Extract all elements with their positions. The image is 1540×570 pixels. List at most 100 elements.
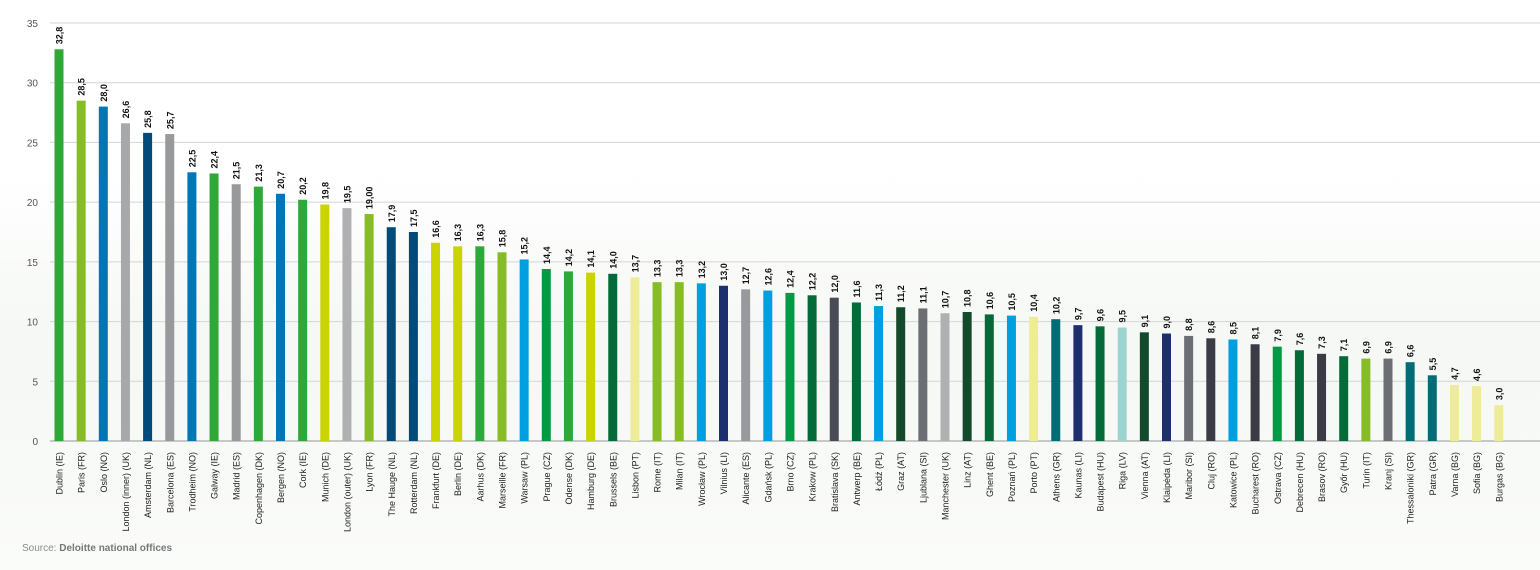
category-label: Hamburg (DE) (586, 452, 596, 510)
category-label: Bratislava (SK) (830, 452, 840, 512)
category-label: London (inner) (UK) (121, 452, 131, 532)
y-tick-label: 10 (27, 318, 39, 329)
category-label: Rome (IT) (653, 452, 663, 493)
category-label: Klaipėda (LI) (1162, 452, 1172, 503)
bar (763, 290, 773, 441)
value-label: 13,3 (653, 260, 663, 278)
category-label: Krakow (PL) (808, 452, 818, 502)
bar (1095, 326, 1105, 441)
category-label: Frankfurt (DE) (431, 452, 441, 509)
category-label: Łódź (PL) (874, 452, 884, 491)
category-label: Lyon (FR) (365, 452, 375, 492)
bar (1139, 332, 1149, 441)
category-label: Berlin (DE) (453, 452, 463, 496)
category-label: Ljublana (SI) (918, 452, 928, 503)
category-label: Marseille (FR) (498, 452, 508, 509)
value-label: 12,0 (830, 275, 840, 293)
bar (608, 273, 618, 441)
category-label: Amsterdam (NL) (143, 452, 153, 518)
y-tick-label: 5 (32, 377, 38, 388)
bar (785, 292, 795, 441)
value-label: 15,8 (498, 230, 508, 248)
source-prefix: Source: (22, 543, 57, 554)
category-label: The Hauge (NL) (387, 452, 397, 517)
value-label: 17,5 (409, 209, 419, 227)
bar (76, 100, 86, 441)
value-label: 14,2 (564, 249, 574, 267)
bar (1250, 344, 1260, 441)
value-label: 13,7 (630, 255, 640, 273)
category-label: Varna (BG) (1450, 452, 1460, 497)
category-label: Győr (HU) (1339, 452, 1349, 493)
value-label: 14,1 (586, 250, 596, 268)
category-label: Paris (FR) (77, 452, 87, 493)
value-label: 12,4 (785, 270, 795, 288)
value-label: 9,7 (1073, 308, 1083, 321)
category-label: Sofia (BG) (1472, 452, 1482, 494)
value-label: 14,0 (608, 251, 618, 269)
category-label: Oslo (NO) (99, 452, 109, 493)
category-label: Munich (DE) (320, 452, 330, 502)
bar (1449, 384, 1459, 441)
category-label: Antwerp (BE) (852, 452, 862, 506)
bar (320, 204, 330, 441)
category-label: Dublin (IE) (55, 452, 65, 495)
source-note: Source: Deloitte national offices (22, 543, 172, 554)
bar (519, 259, 529, 441)
bar (98, 106, 108, 441)
bar (431, 242, 441, 441)
category-label: Barcelona (ES) (165, 452, 175, 513)
value-label: 25,8 (143, 110, 153, 128)
bar (696, 283, 706, 441)
category-label: Aarhus (DK) (475, 452, 485, 502)
value-label: 7,9 (1273, 329, 1283, 342)
bar (1383, 358, 1393, 441)
bar (120, 123, 130, 441)
category-label: Bucharest (RO) (1251, 452, 1261, 515)
bar (1117, 327, 1127, 441)
bar (719, 285, 728, 441)
y-tick-label: 25 (27, 138, 39, 149)
category-label: Gdańsk (PL) (763, 452, 773, 503)
category-label: Maribor (SI) (1184, 452, 1194, 500)
bar (741, 289, 751, 441)
category-label: Burgas (BG) (1494, 452, 1504, 502)
category-label: Kaunas (LI) (1073, 452, 1083, 499)
bar (1427, 375, 1437, 441)
bar (896, 307, 906, 441)
category-label: Brasov (RO) (1317, 452, 1327, 502)
value-label: 8,5 (1228, 322, 1238, 335)
bar (652, 282, 662, 441)
value-label: 19,00 (365, 187, 375, 210)
value-label: 16,3 (475, 224, 485, 242)
value-label: 9,1 (1140, 315, 1150, 328)
bar (984, 314, 994, 441)
category-label: Warsaw (PL) (520, 452, 530, 504)
bar (630, 277, 640, 441)
bar (563, 271, 573, 441)
source-text: Deloitte national offices (59, 543, 173, 554)
category-label: Vilnius (LI) (719, 452, 729, 494)
category-label: Prague (CZ) (542, 452, 552, 502)
bar (209, 173, 219, 442)
category-label: Riga (LV) (1118, 452, 1128, 489)
value-label: 11,6 (852, 280, 862, 297)
value-label: 8,8 (1184, 318, 1194, 331)
bar (1272, 346, 1282, 441)
bar (253, 186, 263, 441)
value-label: 19,5 (342, 186, 352, 204)
category-label: Cluj (RO) (1206, 452, 1216, 490)
value-label: 28,0 (99, 84, 109, 102)
value-label: 13,2 (697, 261, 707, 279)
category-label: Manchester (UK) (941, 452, 951, 520)
y-tick-label: 35 (27, 19, 39, 30)
value-label: 8,6 (1206, 321, 1216, 334)
category-label: Copenhagen (DK) (254, 452, 264, 525)
category-label: Ostrava (CZ) (1273, 452, 1283, 504)
value-label: 11,2 (896, 285, 906, 302)
bar (1184, 335, 1194, 441)
bar (386, 227, 396, 441)
category-label: Ghent (BE) (985, 452, 995, 497)
y-tick-label: 15 (27, 258, 39, 269)
bar (1228, 339, 1238, 441)
